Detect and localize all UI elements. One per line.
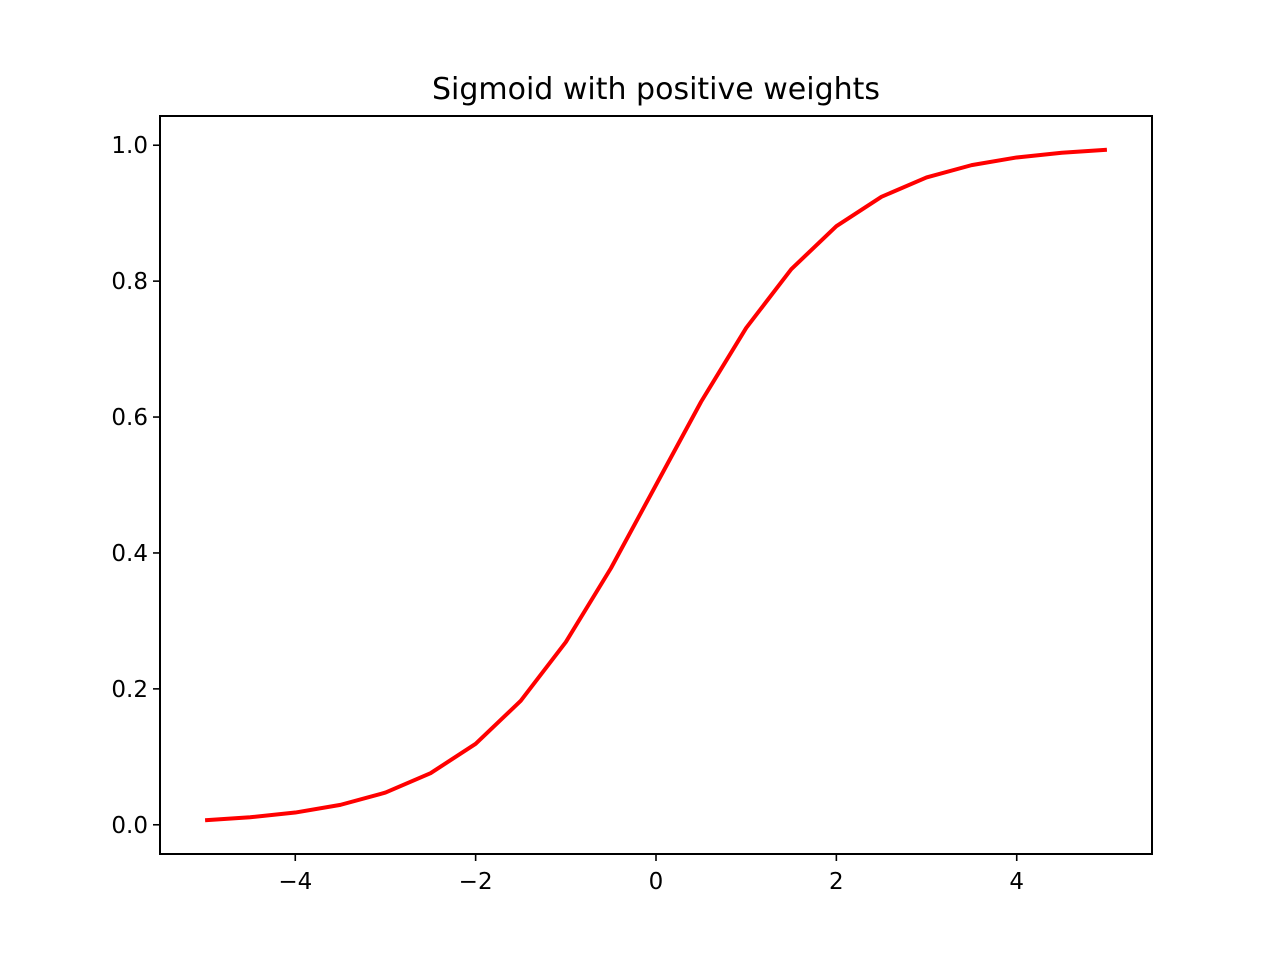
series-line-0 bbox=[204, 147, 1108, 823]
x-tick-label: 2 bbox=[829, 869, 844, 895]
y-tick-label: 0.2 bbox=[111, 677, 148, 703]
y-tick-label: 1.0 bbox=[111, 133, 148, 159]
x-tick-label: −2 bbox=[459, 869, 493, 895]
y-tick-label: 0.4 bbox=[111, 541, 148, 567]
y-axis: 0.0 0.2 0.4 0.6 0.8 1.0 bbox=[111, 133, 160, 839]
x-axis: −4 −2 0 2 4 bbox=[278, 854, 1024, 895]
x-tick-label: −4 bbox=[278, 869, 312, 895]
y-tick-label: 0.0 bbox=[111, 813, 148, 839]
x-tick-label: 4 bbox=[1009, 869, 1024, 895]
chart-title: Sigmoid with positive weights bbox=[432, 72, 880, 107]
y-tick-label: 0.8 bbox=[111, 269, 148, 295]
plot-area bbox=[204, 147, 1108, 823]
x-tick-label: 0 bbox=[649, 869, 664, 895]
y-tick-label: 0.6 bbox=[111, 405, 148, 431]
